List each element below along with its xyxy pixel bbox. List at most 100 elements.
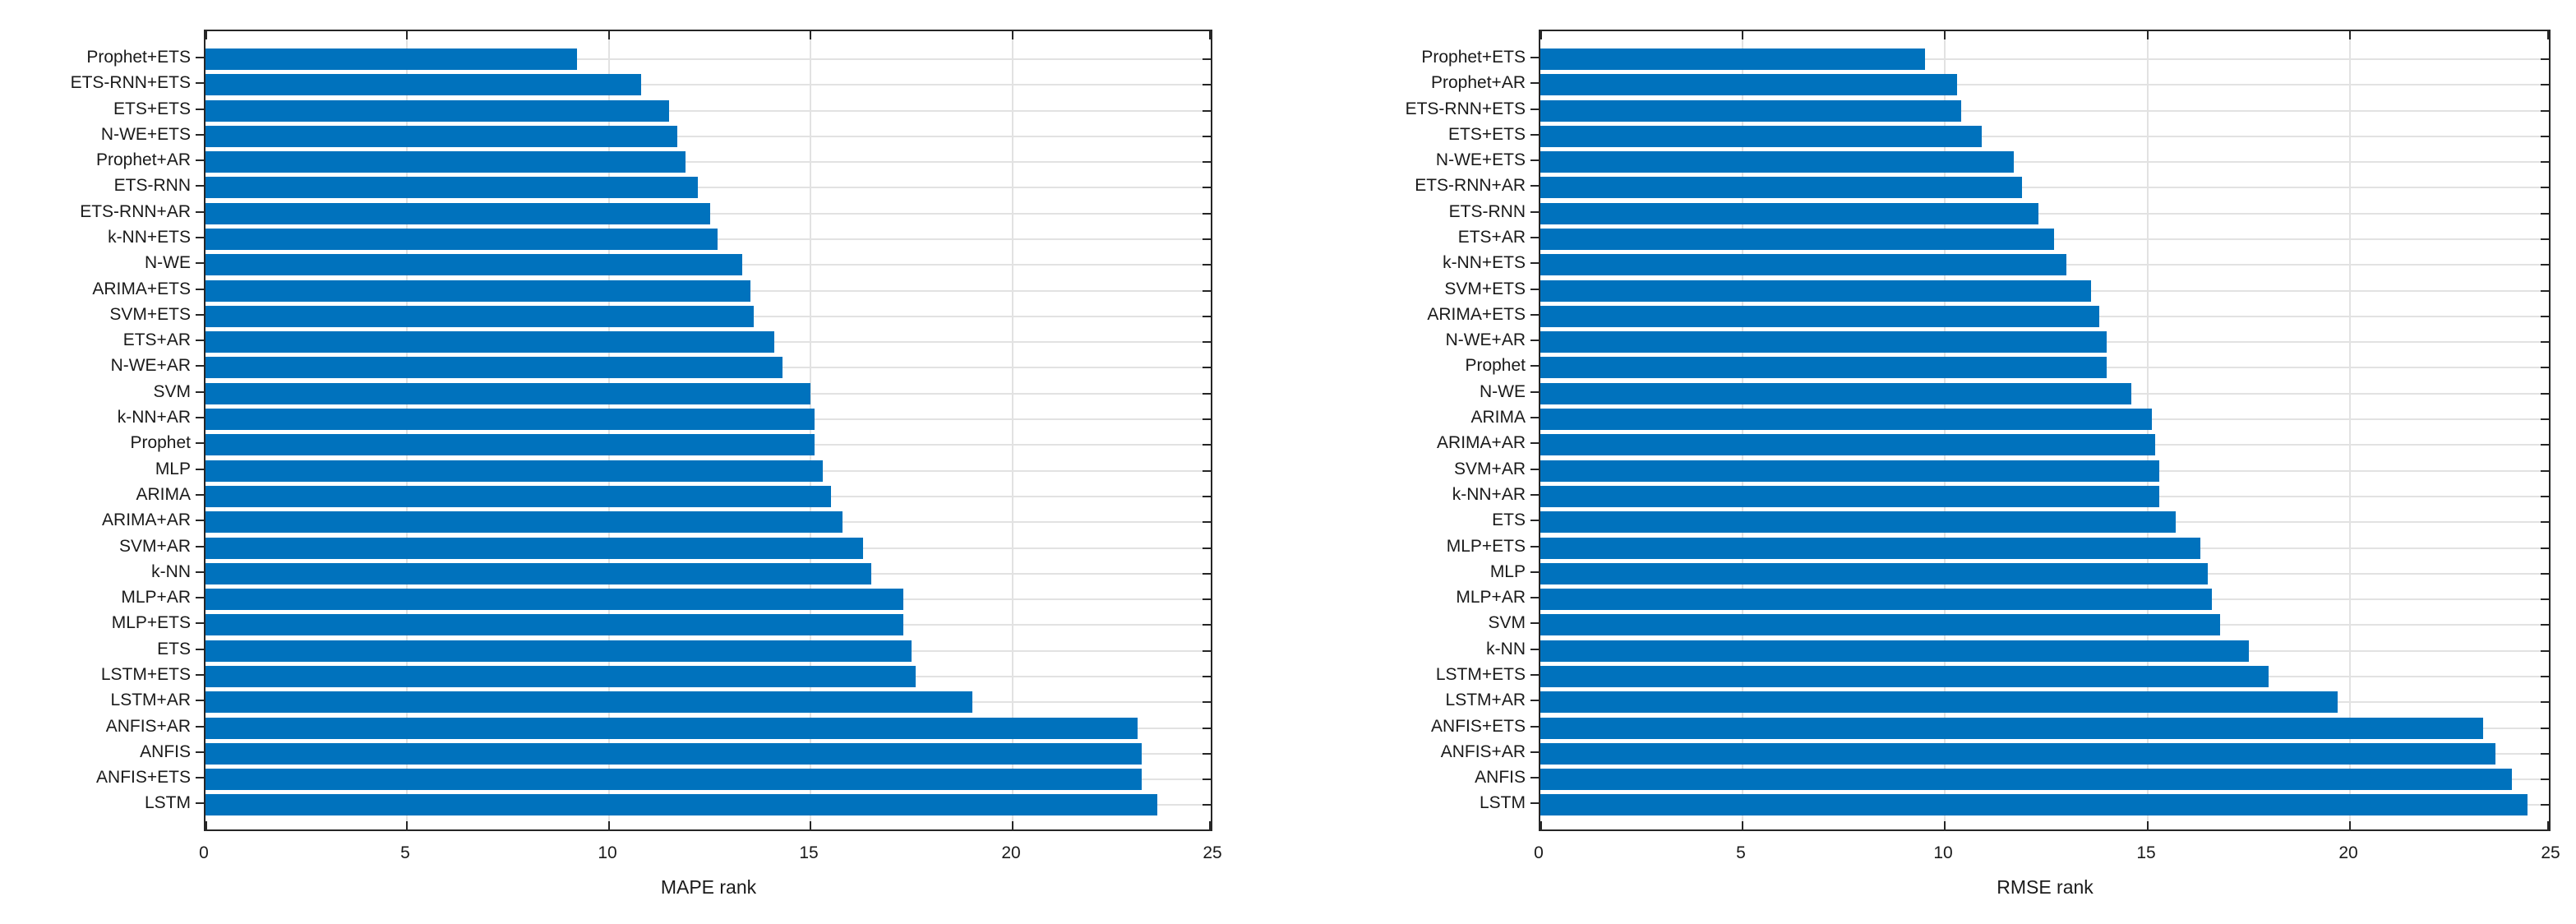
- y-tick-left: [196, 674, 204, 676]
- y-tick-left: [196, 314, 204, 316]
- y-tick-left: [196, 391, 204, 393]
- y-tick-right: [1203, 136, 1211, 137]
- y-tick-left: [1530, 365, 1539, 367]
- y-tick-right: [2541, 136, 2549, 137]
- category-label: N-WE+ETS: [100, 125, 191, 144]
- y-tick-left: [1530, 211, 1539, 213]
- x-tick-bottom: [205, 821, 207, 829]
- category-label: ARIMA+ETS: [92, 280, 191, 298]
- y-tick-right: [2541, 470, 2549, 472]
- y-gridline: [1540, 161, 2549, 163]
- bar-N-WE+ETS: [1540, 151, 2014, 173]
- y-gridline: [205, 136, 1211, 137]
- bar-Prophet+AR: [205, 151, 686, 173]
- category-label: Prophet+ETS: [86, 48, 191, 67]
- y-tick-right: [2541, 367, 2549, 368]
- y-tick-left: [196, 159, 204, 161]
- bar-SVM+AR: [1540, 460, 2159, 482]
- category-label: ETS: [1492, 511, 1526, 529]
- category-label: LSTM+ETS: [100, 665, 191, 684]
- y-tick-left: [1530, 726, 1539, 728]
- x-tick-top: [608, 31, 610, 39]
- y-gridline: [1540, 136, 2549, 137]
- bar-k-NN+AR: [205, 409, 815, 430]
- category-label: MLP: [1489, 562, 1526, 581]
- category-label: Prophet: [130, 433, 191, 452]
- y-tick-right: [1203, 444, 1211, 446]
- category-label: N-WE+AR: [110, 356, 191, 375]
- category-label: k-NN+ETS: [108, 228, 191, 247]
- plot-area-mape-rank: [204, 30, 1212, 831]
- category-label: ANFIS+AR: [105, 717, 191, 736]
- bar-N-WE+AR: [1540, 331, 2107, 353]
- y-gridline: [1540, 58, 2549, 60]
- bar-Prophet+AR: [1540, 74, 1957, 95]
- y-tick-right: [2541, 496, 2549, 497]
- bar-LSTM+ETS: [205, 666, 916, 687]
- y-tick-left: [1530, 571, 1539, 573]
- category-label: k-NN: [151, 562, 191, 581]
- y-tick-right: [1203, 573, 1211, 575]
- y-tick-left: [196, 546, 204, 547]
- y-tick-left: [1530, 442, 1539, 444]
- y-tick-right: [2541, 110, 2549, 112]
- y-tick-left: [196, 340, 204, 341]
- y-tick-right: [2541, 728, 2549, 729]
- plot-area-rmse-rank: [1539, 30, 2551, 831]
- y-tick-right: [1203, 676, 1211, 677]
- y-tick-right: [1203, 367, 1211, 368]
- x-tick-label: 5: [1736, 843, 1746, 862]
- x-tick-label: 25: [2541, 843, 2560, 862]
- y-tick-right: [2541, 701, 2549, 703]
- bar-k-NN+ETS: [1540, 254, 2066, 275]
- bar-ETS-RNN: [205, 177, 698, 198]
- category-label: SVM: [1488, 613, 1526, 632]
- bar-ETS+AR: [1540, 229, 2054, 250]
- x-axis-label: RMSE rank: [1997, 876, 2094, 898]
- x-tick-bottom: [810, 821, 811, 829]
- y-tick-left: [196, 649, 204, 650]
- y-tick-right: [2541, 624, 2549, 626]
- x-tick-bottom: [406, 821, 408, 829]
- y-tick-right: [2541, 238, 2549, 240]
- bar-k-NN+AR: [1540, 486, 2159, 507]
- y-tick-left: [196, 520, 204, 521]
- category-label: ARIMA+AR: [1437, 433, 1526, 452]
- y-tick-left: [196, 365, 204, 367]
- category-label: ANFIS+ETS: [96, 768, 191, 787]
- y-gridline: [1540, 84, 2549, 85]
- y-tick-right: [2541, 804, 2549, 806]
- x-tick-top: [1540, 31, 1542, 39]
- y-tick-left: [1530, 520, 1539, 521]
- y-tick-right: [1203, 290, 1211, 292]
- x-gridline: [810, 31, 811, 829]
- y-tick-right: [2541, 393, 2549, 395]
- y-tick-right: [1203, 161, 1211, 163]
- category-label: LSTM+AR: [1445, 691, 1526, 709]
- y-tick-left: [1530, 237, 1539, 238]
- y-tick-right: [1203, 213, 1211, 215]
- bar-k-NN+ETS: [205, 229, 718, 250]
- x-tick-top: [1944, 31, 1946, 39]
- x-tick-bottom: [1944, 821, 1946, 829]
- x-tick-top: [1209, 31, 1211, 39]
- y-gridline: [205, 110, 1211, 112]
- y-tick-right: [2541, 213, 2549, 215]
- y-tick-left: [196, 211, 204, 213]
- y-tick-left: [1530, 262, 1539, 264]
- y-tick-left: [1530, 134, 1539, 136]
- y-tick-right: [2541, 778, 2549, 780]
- y-gridline: [1540, 110, 2549, 112]
- category-label: SVM+AR: [1454, 460, 1526, 478]
- bar-ANFIS: [205, 743, 1142, 765]
- y-tick-left: [1530, 314, 1539, 316]
- bar-N-WE: [1540, 383, 2131, 404]
- x-gridline: [1944, 31, 1946, 829]
- category-label: LSTM: [1479, 793, 1526, 812]
- y-tick-left: [196, 494, 204, 496]
- category-label: Prophet+ETS: [1421, 48, 1526, 67]
- x-gridline: [1742, 31, 1743, 829]
- x-tick-label: 25: [1203, 843, 1222, 862]
- y-tick-left: [1530, 751, 1539, 753]
- y-tick-left: [1530, 469, 1539, 470]
